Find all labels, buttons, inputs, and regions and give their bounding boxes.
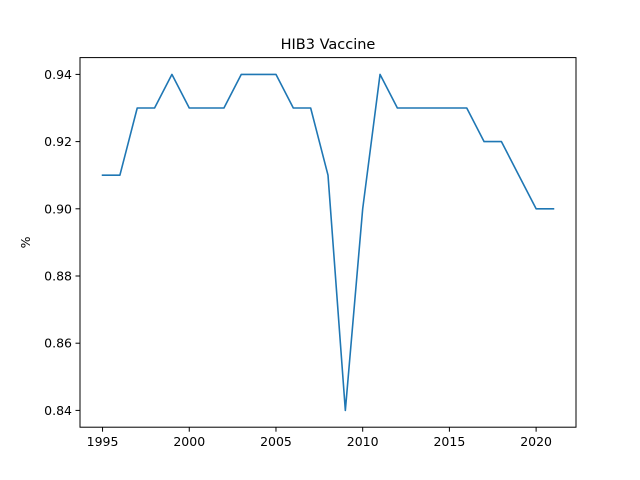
x-tick-label: 2000 <box>173 434 205 449</box>
series-layer <box>101 73 555 412</box>
y-tick-label: 0.90 <box>44 201 72 216</box>
y-tick-label: 0.84 <box>44 403 72 418</box>
y-axis-label: % <box>18 236 33 248</box>
y-tick-label: 0.86 <box>44 336 72 351</box>
series-line-0 <box>101 73 555 412</box>
x-tick-label: 2010 <box>347 434 379 449</box>
x-tick-label: 2005 <box>260 434 292 449</box>
chart-title: HIB3 Vaccine <box>281 37 376 53</box>
x-tick-label: 2015 <box>433 434 465 449</box>
x-axis: 1995 2000 2005 2010 2015 2020 <box>87 427 552 449</box>
x-tick-label: 1995 <box>87 434 119 449</box>
y-tick-label: 0.94 <box>44 67 72 82</box>
x-tick-label: 2020 <box>520 434 552 449</box>
y-tick-label: 0.88 <box>44 269 72 284</box>
y-tick-label: 0.92 <box>44 134 72 149</box>
plot-area-frame <box>79 57 577 428</box>
y-axis: 0.84 0.86 0.88 0.90 0.92 0.94 <box>44 67 80 418</box>
